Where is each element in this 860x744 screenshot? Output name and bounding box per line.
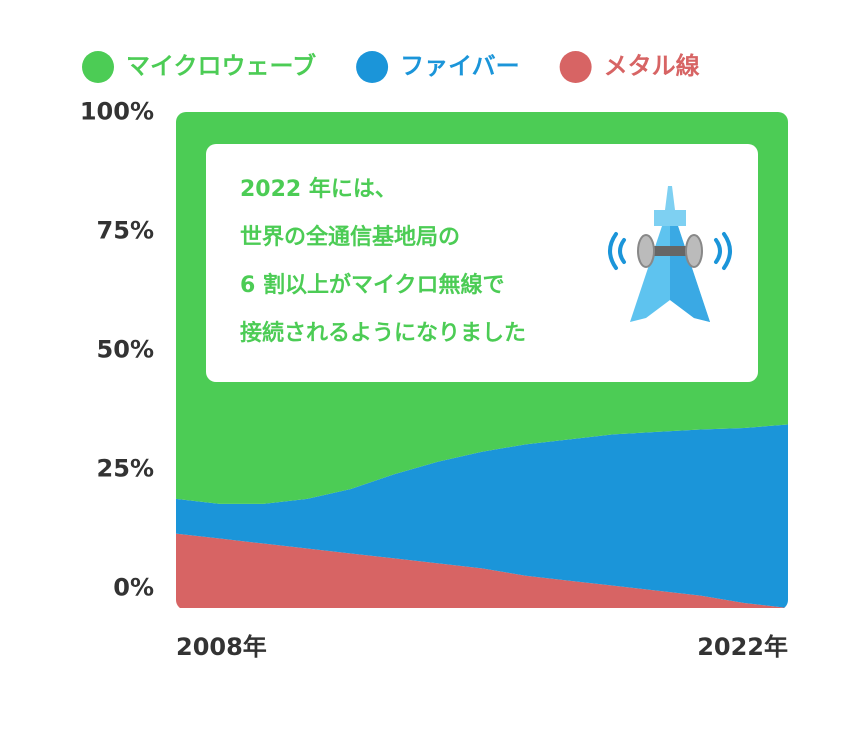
x-tick-label: 2008年	[176, 633, 267, 661]
area	[176, 424, 788, 608]
annotation-text: 2022 年には、	[240, 176, 397, 202]
y-tick-label: 100%	[80, 97, 154, 125]
annotation-text: 世界の全通信基地局の	[240, 224, 460, 250]
annotation-box	[206, 144, 758, 382]
annotation-text: 6 割以上がマイクロ無線で	[240, 272, 505, 298]
x-tick-label: 2022年	[697, 633, 788, 661]
y-tick-label: 50%	[97, 335, 154, 363]
tower-icon	[608, 186, 732, 322]
y-tick-label: 0%	[113, 573, 154, 601]
y-tick-label: 75%	[97, 216, 154, 244]
legend-swatch	[356, 51, 389, 83]
y-tick-label: 25%	[97, 454, 154, 482]
legend-swatch	[82, 51, 114, 83]
area	[176, 533, 788, 608]
legend-label: マイクロウェーブ	[126, 52, 316, 80]
legend-label: メタル線	[604, 52, 700, 80]
annotation-text: 接続されるようになりました	[240, 320, 526, 346]
legend-label: ファイバー	[400, 52, 520, 80]
legend-swatch	[559, 51, 592, 83]
